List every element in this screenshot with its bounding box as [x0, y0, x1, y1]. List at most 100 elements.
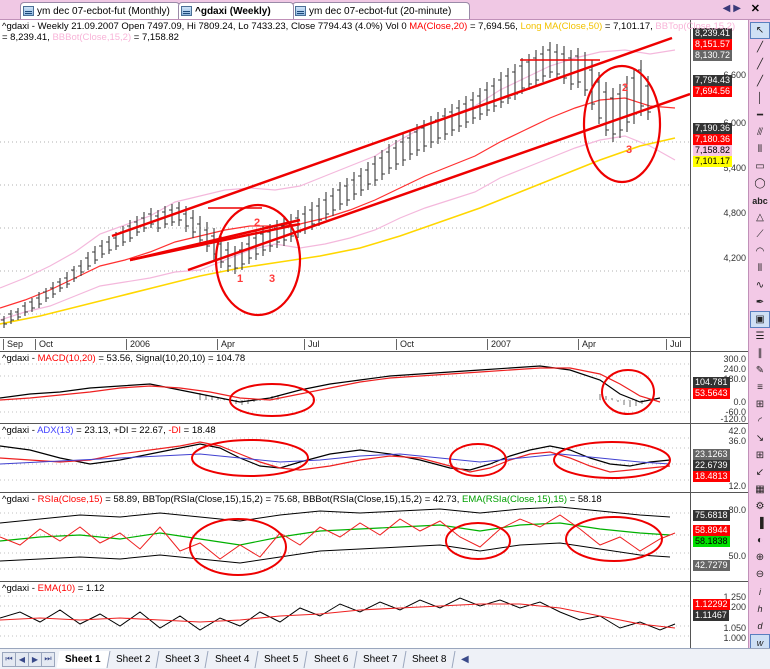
sheet-tab-1[interactable]: Sheet 1: [56, 650, 111, 668]
macd-tick: -120.0: [720, 414, 746, 424]
histogram-tool[interactable]: ▐: [750, 515, 770, 532]
palette-color-tool[interactable]: ◐: [750, 532, 770, 549]
sheet-next-button[interactable]: ▶: [28, 651, 42, 667]
marker-tool[interactable]: ✒: [750, 294, 770, 311]
sheet-tab-5[interactable]: Sheet 5: [255, 650, 309, 668]
ema-plot-area[interactable]: [0, 582, 690, 648]
cursor-tool[interactable]: ↖: [750, 22, 770, 39]
horizontal-line-icon: ━: [756, 110, 764, 121]
x-axis-label: Oct: [35, 339, 53, 350]
macd-panel[interactable]: ^gdaxi - MACD(10,20) = 53.56, Signal(10,…: [0, 352, 748, 424]
tab-ym-monthly[interactable]: ym dec 07-ecbot-fut (Monthly): [20, 2, 180, 19]
sheet-label: Sheet 3: [165, 653, 200, 665]
rsi-panel[interactable]: ^gdaxi - RSIa(Close,15) = 58.89, BBTop(R…: [0, 493, 748, 582]
fib-fan-tool[interactable]: ⟋: [750, 226, 770, 243]
horizontal-grid-tool[interactable]: ☰: [750, 328, 770, 345]
adx-value-badge: 23.1263: [693, 449, 730, 460]
ema-value-badge: 1.11467: [693, 610, 729, 621]
triangle-tool[interactable]: △: [750, 209, 770, 226]
pattern-tool[interactable]: ▦: [750, 481, 770, 498]
rsi-plot-area[interactable]: [0, 493, 690, 581]
sheet-tabs[interactable]: Sheet 1 Sheet 2 Sheet 3 Sheet 4 Sheet 5 …: [56, 650, 457, 668]
extended-line-tool[interactable]: ╱: [750, 73, 770, 90]
horizontal-line-tool[interactable]: ━: [750, 107, 770, 124]
hour-timeframe-tool[interactable]: h: [750, 600, 770, 617]
text-tool[interactable]: abc: [750, 192, 770, 209]
macd-plot-area[interactable]: [0, 352, 690, 423]
grid-tool[interactable]: ⊞: [750, 447, 770, 464]
price-plot-area[interactable]: 1 2 3 2 3: [0, 20, 690, 351]
x-axis-label: Apr: [217, 339, 235, 350]
gann-box-tool[interactable]: ⊞: [750, 396, 770, 413]
trendline-icon: ╱: [756, 42, 764, 53]
ema-panel[interactable]: ^gdaxi - EMA(10) = 1.12 1.250 1.200 1.05…: [0, 582, 748, 648]
adx-plot-area[interactable]: [0, 424, 690, 492]
rsi-scale[interactable]: 80.0 50.0 75.6818 58.8944 58.1838 42.727…: [690, 493, 748, 581]
ellipse-tool[interactable]: ◯: [750, 175, 770, 192]
andrews-icon: ↙: [755, 467, 765, 478]
chart-icon: [295, 6, 306, 16]
italic-tool[interactable]: i: [750, 583, 770, 600]
adx-value-badge: 22.6739: [693, 460, 730, 471]
fib-retracement-tool[interactable]: ≡: [750, 379, 770, 396]
pencil-tool[interactable]: ✎: [750, 362, 770, 379]
zoom-out-tool[interactable]: ⊖: [750, 566, 770, 583]
adx-scale[interactable]: 42.0 36.0 12.0 23.1263 22.6739 18.4813: [690, 424, 748, 492]
sheet-last-button[interactable]: ⏭: [41, 651, 55, 667]
rectangle-tool[interactable]: ▭: [750, 158, 770, 175]
sheet-label: Sheet 4: [214, 653, 250, 665]
magnet-tool[interactable]: ⚙: [750, 498, 770, 515]
tab-gdaxi-weekly[interactable]: ^gdaxi (Weekly): [178, 2, 294, 19]
tab-label: ^gdaxi (Weekly): [195, 5, 271, 17]
sheet-tab-4[interactable]: Sheet 4: [206, 650, 259, 668]
adx-panel[interactable]: ^gdaxi - ADX(13) = 23.13, +DI = 22.67, -…: [0, 424, 748, 493]
sheet-tab-6[interactable]: Sheet 6: [305, 650, 358, 668]
sheet-prev-button[interactable]: ◀: [15, 651, 29, 667]
italic-icon: i: [759, 586, 761, 597]
sheet-tab-2[interactable]: Sheet 2: [107, 650, 160, 668]
price-panel[interactable]: ^gdaxi - Weekly 21.09.2007 Open 7497.09,…: [0, 20, 748, 352]
ray-tool[interactable]: ╱: [750, 56, 770, 73]
close-icon[interactable]: ✕: [750, 3, 760, 15]
rsi-value-badge: 75.6818: [693, 510, 730, 521]
sheet-more-icon[interactable]: ◀: [460, 653, 469, 665]
zoom-in-tool[interactable]: ⊕: [750, 549, 770, 566]
ema-value-badge: 1.12292: [693, 599, 730, 610]
x-axis-label: 2007: [487, 339, 511, 350]
arc-tool[interactable]: ◠: [750, 243, 770, 260]
ema-scale[interactable]: 1.250 1.200 1.050 1.000 1.12292 1.11467: [690, 582, 748, 648]
tab-prev-icon[interactable]: ◀: [722, 3, 734, 14]
day-timeframe-tool[interactable]: d: [750, 617, 770, 634]
andrews-tool[interactable]: ↙: [750, 464, 770, 481]
zigzag-tool[interactable]: ∿: [750, 277, 770, 294]
fib-arcs-tool[interactable]: ◜: [750, 413, 770, 430]
macd-tick: 0.0: [733, 397, 746, 407]
speed-lines-icon: ↘: [755, 433, 765, 444]
sheet-tab-3[interactable]: Sheet 3: [156, 650, 210, 668]
vertical-line-tool[interactable]: │: [750, 90, 770, 107]
chart-icon: [23, 6, 34, 16]
sheet-nav-buttons[interactable]: ⏮ ◀ ▶ ⏭: [2, 651, 55, 667]
vertical-line-icon: │: [756, 93, 764, 104]
parallel-lines-tool[interactable]: ⫻: [750, 124, 770, 141]
tab-next-icon[interactable]: ▶: [733, 3, 744, 14]
sheet-first-button[interactable]: ⏮: [2, 651, 16, 667]
cycle-lines-tool[interactable]: ⦀: [750, 260, 770, 277]
tab-scroll-controls[interactable]: ◀▶: [723, 3, 744, 14]
x-axis-label: 2006: [126, 339, 150, 350]
vertical-grid-tool[interactable]: ∥: [750, 345, 770, 362]
trendline-tool[interactable]: ╱: [750, 39, 770, 56]
speed-lines-tool[interactable]: ↘: [750, 430, 770, 447]
price-scale[interactable]: 6,600 6,000 5,400 4,800 4,200 8,239.41 8…: [690, 20, 748, 351]
drawing-tool-palette[interactable]: ↖ ╱ ╱ ╱ │ ━ ⫻ ⦀ ▭ ◯ abc △ ⟋ ◠ ⦀ ∿ ✒ ▣ ☰ …: [748, 20, 770, 665]
image-icon: ▣: [755, 314, 765, 325]
sheet-tab-8[interactable]: Sheet 8: [403, 650, 457, 668]
tab-ym-20minute[interactable]: ym dec 07-ecbot-fut (20-minute): [292, 2, 470, 19]
image-tool[interactable]: ▣: [750, 311, 770, 328]
sheet-tab-bar[interactable]: ⏮ ◀ ▶ ⏭ Sheet 1 Sheet 2 Sheet 3 Sheet 4 …: [0, 648, 770, 669]
macd-scale[interactable]: 300.0 240.0 180.0 0.0 -60.0 -120.0 104.7…: [690, 352, 748, 424]
pitchfork-icon: ⦀: [757, 144, 763, 155]
sheet-tab-7[interactable]: Sheet 7: [354, 650, 407, 668]
pitchfork-tool[interactable]: ⦀: [750, 141, 770, 158]
